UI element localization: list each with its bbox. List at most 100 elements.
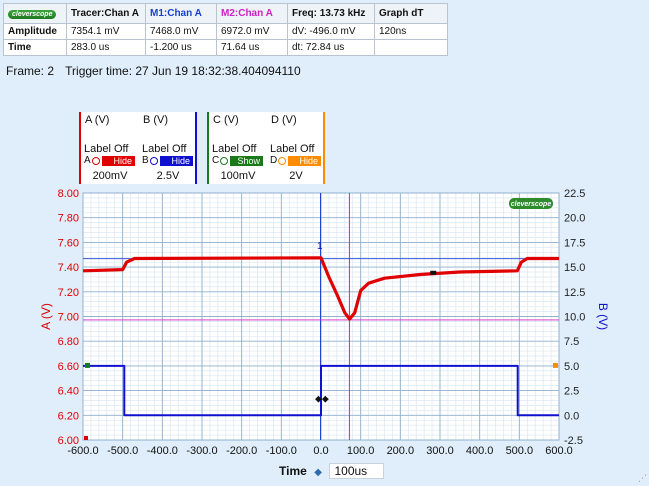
frame-number: Frame: 2: [6, 64, 55, 78]
x-tick-label: 300.0: [426, 445, 454, 457]
scope-chart[interactable]: -600.0 -500.0 -400.0 -300.0 -200.0 -100.0 0.0 1…: [0, 185, 649, 467]
x-tick-label: 400.0: [466, 445, 494, 457]
cleverscope-logo: cleverscope: [3, 3, 67, 24]
y-right-tick-label: 7.5: [564, 336, 579, 348]
readout-header-m2[interactable]: M2:Chan A: [216, 3, 288, 24]
channel-c-visibility[interactable]: C Show: [211, 156, 263, 166]
channel-a-offset-marker: [84, 436, 88, 440]
measurement-readout-table: cleverscope Tracer:Chan A M1:Chan A M2:C…: [3, 3, 448, 56]
y-left-tick-label: 7.20: [58, 287, 79, 299]
readout-row-label: Time: [3, 39, 67, 56]
y-left-tick-label: 7.00: [58, 312, 79, 324]
y-left-tick-label: 6.00: [58, 435, 79, 447]
timebase-spinner-icon[interactable]: ◆: [314, 467, 322, 478]
x-tick-label: 600.0: [545, 445, 573, 457]
cleverscope-plot-logo: [509, 198, 553, 209]
y-right-axis-label: B (V): [596, 303, 610, 330]
trigger-time: Trigger time: 27 Jun 19 18:32:38.4040941…: [65, 64, 301, 78]
readout-header-tracer[interactable]: Tracer:Chan A: [66, 3, 146, 24]
y-left-tick-label: 6.80: [58, 336, 79, 348]
readout-cell: dt: 72.84 us: [287, 39, 375, 56]
channel-d-scale[interactable]: 2V: [289, 170, 303, 182]
x-tick-label: -400.0: [147, 445, 178, 457]
channel-b-label-toggle[interactable]: Label Off: [142, 143, 187, 155]
y-right-tick-label: 10.0: [564, 312, 585, 324]
y-left-tick-label: 8.00: [58, 188, 79, 200]
x-tick-label: 200.0: [387, 445, 415, 457]
readout-cell: 6972.0 mV: [216, 23, 288, 40]
readout-header-graphdt[interactable]: Graph dT: [374, 3, 448, 24]
y-left-tick-label: 6.20: [58, 410, 79, 422]
readout-cell: 71.64 us: [216, 39, 288, 56]
y-left-tick-label: 6.40: [58, 386, 79, 398]
channel-d-name: D (V): [271, 114, 297, 126]
y-left-axis-label: A (V): [39, 303, 53, 330]
readout-cell: 7354.1 mV: [66, 23, 146, 40]
readout-cell: -1.200 us: [145, 39, 217, 56]
channel-b-toggle-icon[interactable]: [150, 157, 158, 165]
timebase-label: Time: [279, 464, 307, 478]
channel-a-scale[interactable]: 200mV: [92, 170, 128, 182]
x-tick-label: -200.0: [226, 445, 257, 457]
x-tick-label: -300.0: [186, 445, 217, 457]
channel-c-offset-marker: [85, 362, 90, 368]
y-right-tick-label: 0.0: [564, 410, 579, 422]
y-left-tick-label: 7.40: [58, 262, 79, 274]
channel-c-color-bar: [207, 112, 209, 184]
y-right-tick-label: 20.0: [564, 213, 585, 225]
timebase-input[interactable]: 100us: [329, 463, 385, 479]
channel-a-toggle-icon[interactable]: [92, 157, 100, 165]
x-tick-label: -500.0: [107, 445, 138, 457]
resize-grip-icon[interactable]: ⋰: [638, 473, 647, 483]
trigger-marker-label: 1: [317, 241, 323, 252]
timebase-control: Time ◆ 100us: [279, 463, 385, 479]
channel-c-toggle-icon[interactable]: [220, 157, 228, 165]
y-left-tick-label: 7.60: [58, 237, 79, 249]
readout-cell: dV: -496.0 mV: [287, 23, 375, 40]
channel-d[interactable]: D (V) Label Off D Hide 2V: [267, 112, 325, 184]
y-right-tick-label: 5.0: [564, 361, 579, 373]
x-tick-label: -600.0: [67, 445, 98, 457]
readout-row-label: Amplitude: [3, 23, 67, 40]
x-tick-label: -100.0: [266, 445, 297, 457]
readout-cell: 7468.0 mV: [145, 23, 217, 40]
y-right-tick-label: 17.5: [564, 237, 585, 249]
series-B-trace: [83, 364, 559, 417]
channel-a-color-bar: [79, 112, 81, 184]
channel-a-label-toggle[interactable]: Label Off: [84, 143, 129, 155]
x-tick-label: 500.0: [506, 445, 534, 457]
channel-c-label-toggle[interactable]: Label Off: [212, 143, 257, 155]
x-tick-label: 0.0: [313, 445, 328, 457]
y-right-tick-label: 12.5: [564, 287, 585, 299]
channel-b-scale[interactable]: 2.5V: [156, 170, 180, 182]
y-right-tick-label: 15.0: [564, 262, 585, 274]
channel-b-visibility[interactable]: B Hide: [141, 156, 193, 166]
frame-info: Frame: 2 Trigger time: 27 Jun 19 18:32:3…: [6, 64, 309, 78]
channel-b[interactable]: B (V) Label Off B Hide 2.5V: [139, 112, 197, 184]
channel-panel-cd: C (V) Label Off C Show 100mV D (V) Label…: [207, 112, 325, 184]
y-left-tick-label: 7.80: [58, 213, 79, 225]
tracer-marker: [430, 270, 437, 275]
trigger-level-icon: ◆◆: [315, 395, 329, 405]
readout-header-m1[interactable]: M1:Chan A: [145, 3, 217, 24]
readout-header-freq[interactable]: Freq: 13.73 kHz: [287, 3, 375, 24]
channel-d-visibility[interactable]: D Hide: [269, 156, 321, 166]
channel-b-name: B (V): [143, 114, 169, 126]
channel-a-visibility[interactable]: A Hide: [83, 156, 135, 166]
channel-a[interactable]: A (V) Label Off A Hide 200mV: [81, 112, 139, 184]
readout-cell: [374, 39, 448, 56]
y-right-tick-label: -2.5: [564, 435, 583, 447]
readout-cell: 283.0 us: [66, 39, 146, 56]
channel-d-label-toggle[interactable]: Label Off: [270, 143, 315, 155]
channel-c-scale[interactable]: 100mV: [220, 170, 256, 182]
channel-panel-ab: A (V) Label Off A Hide 200mV B (V) Label…: [79, 112, 197, 184]
channel-d-toggle-icon[interactable]: [278, 157, 286, 165]
channel-c[interactable]: C (V) Label Off C Show 100mV: [209, 112, 267, 184]
y-right-tick-label: 2.5: [564, 386, 579, 398]
x-tick-label: 100.0: [347, 445, 375, 457]
channel-c-name: C (V): [213, 114, 239, 126]
channel-b-color-bar: [195, 112, 197, 184]
y-right-tick-label: 22.5: [564, 188, 585, 200]
series-A-trace: [82, 256, 559, 321]
channel-a-name: A (V): [85, 114, 110, 126]
